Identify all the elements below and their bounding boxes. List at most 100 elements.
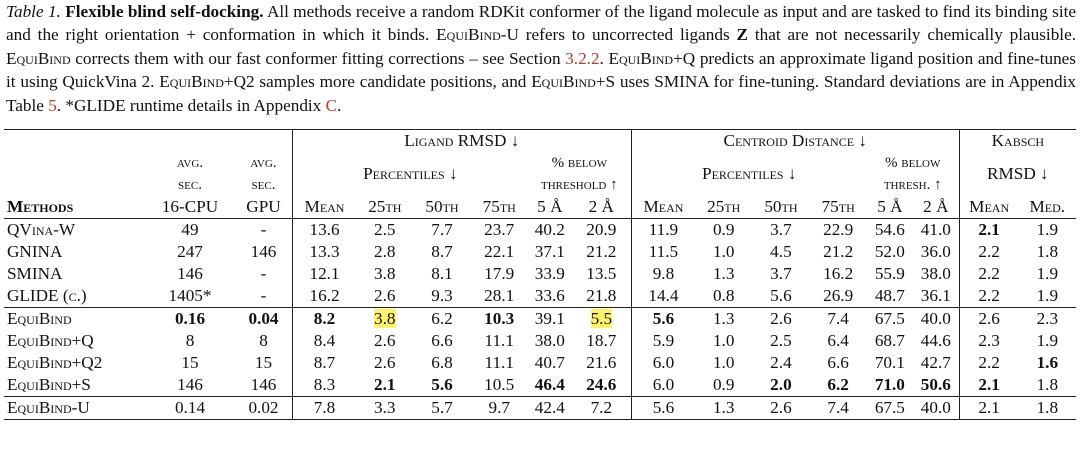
table-link[interactable]: 5 — [48, 95, 57, 115]
cpu-time: 146 — [177, 264, 203, 283]
caption-method: EquiBind — [6, 48, 71, 68]
cpu-header: 16-CPU — [161, 197, 219, 216]
value-cell: 1.9 — [1036, 331, 1059, 350]
value-cell: 48.7 — [874, 286, 905, 305]
value-cell: 8.3 — [291, 374, 357, 397]
value-cell: 1.3 — [695, 396, 753, 420]
cpu-time: 146 — [177, 375, 203, 394]
value-cell: 21.8 — [586, 286, 617, 305]
value-cell: 9.7 — [470, 396, 528, 420]
value-cell: 11.1 — [484, 331, 514, 350]
value-cell: 39.1 — [527, 307, 572, 330]
value-cell: 1.9 — [1036, 264, 1059, 283]
value-cell: 33.6 — [534, 286, 565, 305]
value-cell: 2.5 — [356, 218, 414, 241]
value-cell: 50.6 — [920, 375, 951, 394]
value-cell: 20.9 — [571, 218, 632, 241]
table-row: EquiBind-U 0.14 0.02 7.8 3.3 5.7 9.7 42.4 7.2 5.6… — [4, 396, 1076, 420]
value-cell: 3.8 — [356, 307, 414, 330]
value-cell: 2.6 — [374, 353, 396, 372]
value-cell: 67.5 — [866, 307, 913, 330]
value-cell: 70.1 — [874, 353, 905, 372]
cpu-time: 0.16 — [144, 307, 236, 330]
value-cell: 1.8 — [1036, 375, 1059, 394]
caption-text: samples more candidate positions, and — [254, 72, 532, 92]
value-cell: 13.3 — [291, 241, 357, 263]
section-link[interactable]: 3.2.2 — [565, 48, 600, 68]
table-row: QVina-W 49-13.6 2.5 7.7 23.7 40.2 20.9 11.9 0.9 3… — [4, 218, 1076, 241]
value-cell: 6.8 — [431, 353, 453, 372]
caption-text: corrects them with our fast conformer fi… — [70, 48, 566, 68]
caption-title: Flexible blind self-docking. — [65, 2, 264, 21]
col-header: 5 Å — [537, 197, 563, 216]
kabsch-header: Kabsch — [958, 129, 1076, 152]
value-cell: 1.0 — [712, 331, 735, 350]
caption-text: predicts an approximate ligand position … — [6, 48, 1076, 92]
value-cell: 42.7 — [920, 353, 951, 372]
gpu-header: GPU — [246, 197, 281, 216]
value-cell: 1.9 — [1018, 218, 1076, 241]
value-cell: 4.5 — [770, 242, 792, 261]
value-cell: 2.2 — [958, 263, 1019, 285]
value-cell: 54.6 — [866, 218, 913, 241]
avg-label: avg. — [176, 154, 204, 171]
method-name: EquiBind+Q2 — [7, 353, 103, 372]
method-name: QVina-W — [4, 218, 145, 241]
method-name: GNINA — [7, 242, 63, 261]
value-cell: 18.7 — [586, 331, 617, 350]
value-cell: 13.5 — [586, 264, 617, 283]
value-cell: 7.4 — [809, 396, 867, 420]
col-header: 2 Å — [923, 197, 949, 216]
value-cell: 5.6 — [431, 375, 453, 394]
value-cell: 33.9 — [534, 264, 565, 283]
value-cell: 22.1 — [484, 242, 515, 261]
thresh-label: thresh. ↑ — [883, 176, 942, 193]
value-cell: 11.1 — [484, 353, 514, 372]
value-cell: 1.0 — [712, 242, 735, 261]
cpu-time: 15 — [181, 353, 199, 372]
value-cell: 40.0 — [912, 396, 960, 420]
gpu-time: 146 — [250, 375, 277, 394]
value-cell: 10.3 — [470, 307, 528, 330]
value-cell: 21.6 — [586, 353, 617, 372]
caption-text: All methods receive a random RDKit confo… — [6, 2, 1077, 45]
value-cell: 46.4 — [534, 375, 565, 394]
value-cell: 9.3 — [431, 286, 453, 305]
value-cell: 5.6 — [630, 307, 696, 330]
value-cell: 40.2 — [527, 218, 572, 241]
value-cell: 6.2 — [413, 307, 471, 330]
gpu-time: - — [235, 218, 293, 241]
table-row: EquiBind+S 146 146 8.3 2.1 5.6 10.5 46.4 24.6 6.0… — [4, 374, 1076, 397]
highlighted-value: 3.8 — [374, 309, 396, 328]
value-cell: 9.8 — [630, 263, 696, 285]
gpu-time: 15 — [254, 353, 273, 372]
value-cell: 3.3 — [356, 396, 414, 420]
col-header: Med. — [1029, 197, 1066, 216]
value-cell: 1.8 — [1036, 242, 1059, 261]
below-threshold-header: % below — [551, 154, 607, 171]
value-cell: 1.3 — [712, 264, 735, 283]
centroid-distance-header: Centroid Distance ↓ — [630, 129, 960, 152]
gpu-time: 0.04 — [235, 307, 293, 330]
cpu-time: 247 — [177, 242, 203, 261]
value-cell: 1.0 — [712, 353, 735, 372]
gpu-time: - — [260, 286, 267, 305]
value-cell: 2.6 — [752, 307, 810, 330]
value-cell: 21.2 — [586, 242, 617, 261]
value-cell: 17.9 — [484, 264, 515, 283]
method-name: EquiBind-U — [4, 396, 145, 420]
value-cell: 2.8 — [374, 242, 396, 261]
appendix-link[interactable]: C — [325, 95, 338, 115]
table-row: EquiBind+Q 8 8 8.4 2.6 6.6 11.1 38.0 18.7 5.9 1.0 2… — [4, 330, 1076, 352]
col-header: 50th — [764, 197, 798, 216]
value-cell: 7.8 — [291, 396, 357, 420]
col-header: 25th — [707, 197, 741, 216]
caption-text: refers to uncorrected ligands — [518, 25, 737, 45]
col-header: 75th — [821, 197, 855, 216]
caption-symbol: Z — [736, 25, 748, 45]
value-cell: 3.8 — [374, 264, 396, 283]
value-cell: 6.0 — [630, 374, 696, 397]
value-cell: 26.9 — [823, 286, 854, 305]
percentiles-header-2: Percentiles ↓ — [630, 152, 867, 196]
gpu-time: 0.02 — [235, 396, 293, 420]
